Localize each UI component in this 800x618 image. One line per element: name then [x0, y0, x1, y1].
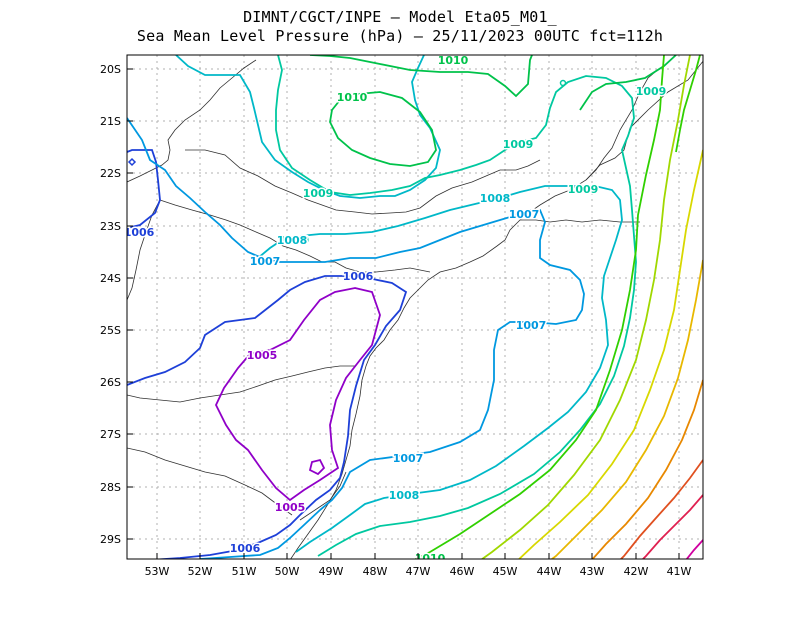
isobar-line	[127, 275, 408, 559]
axis-labels: 20S 21S 22S 23S 24S 25S 26S 27S 28S 29S 53W 52W 51W 5…	[100, 63, 692, 578]
lon-tick-label: 49W	[319, 565, 344, 578]
lon-tick-label: 46W	[450, 565, 475, 578]
lat-tick-label: 28S	[100, 481, 121, 494]
isobar-label: 1005	[247, 349, 278, 362]
lat-tick-label: 29S	[100, 533, 121, 546]
isobar-label: 1009	[568, 183, 599, 196]
isobar-line	[309, 55, 533, 98]
map-title-line-2: Sea Mean Level Pressure (hPa) – 25/11/20…	[136, 27, 664, 45]
lon-tick-label: 48W	[363, 565, 388, 578]
isobar-label: 1006	[230, 542, 261, 555]
lon-tick-label: 41W	[667, 565, 692, 578]
isobar-line	[480, 55, 691, 559]
border-ms-pr	[127, 59, 257, 183]
isobar-label: 1010	[337, 91, 368, 104]
isobar-label: 1010	[438, 54, 469, 67]
isobar-line	[675, 55, 701, 153]
lon-tick-label: 51W	[232, 565, 257, 578]
isobar-line	[619, 459, 703, 559]
lat-tick-label: 22S	[100, 167, 121, 180]
isobar-label: 1007	[250, 255, 281, 268]
isobar-line	[308, 458, 326, 476]
isobar-line	[329, 91, 437, 167]
isobar-label: 1008	[277, 234, 308, 247]
isobar-label: 1006	[343, 270, 374, 283]
isobar-line	[591, 379, 703, 559]
map-title-line-1: DIMNT/CGCT/INPE – Model Eta05_M01_	[243, 8, 557, 26]
lon-tick-label: 50W	[275, 565, 300, 578]
lon-tick-label: 53W	[145, 565, 170, 578]
isobar-label: 1007	[516, 319, 547, 332]
coastline-and-borders	[127, 59, 703, 559]
isobar-line	[685, 539, 703, 559]
isobar-line	[413, 55, 665, 559]
state-border-sp-mg	[185, 149, 541, 215]
graticule	[127, 55, 703, 559]
lon-tick-label: 52W	[188, 565, 213, 578]
lon-tick-label: 43W	[580, 565, 605, 578]
state-border-pr-sc	[127, 365, 355, 403]
lat-tick-label: 25S	[100, 324, 121, 337]
lat-tick-label: 27S	[100, 428, 121, 441]
isobar-line	[275, 55, 637, 557]
lat-tick-label: 23S	[100, 220, 121, 233]
isobar-label: 1007	[393, 452, 424, 465]
isobar-label: 1005	[275, 501, 306, 514]
isobar-closed-small	[127, 157, 137, 167]
isobar-line	[641, 494, 703, 559]
isobars	[127, 55, 703, 559]
map-frame	[126, 54, 704, 560]
lon-tick-label: 47W	[406, 565, 431, 578]
lat-tick-label: 21S	[100, 115, 121, 128]
coastline	[290, 60, 703, 559]
lon-tick-label: 45W	[493, 565, 518, 578]
isobar-line	[257, 185, 623, 553]
isobar-line	[127, 117, 585, 559]
isobar-line	[175, 55, 441, 199]
isobar-label: 1008	[389, 489, 420, 502]
lat-tick-label: 20S	[100, 63, 121, 76]
isobar-line	[550, 259, 703, 559]
isobar-label: 1006	[124, 226, 155, 239]
state-border-sc-rs	[127, 447, 293, 516]
lon-tick-label: 42W	[624, 565, 649, 578]
isobar-label: 1009	[303, 187, 334, 200]
isobar-label: 1010	[415, 552, 446, 565]
state-border-mg-rj	[520, 219, 640, 223]
state-border-mg-es	[585, 67, 661, 181]
lat-tick-label: 26S	[100, 376, 121, 389]
isobar-closed-small	[559, 79, 567, 87]
lat-tick-label: 24S	[100, 272, 121, 285]
lagoon-rs	[299, 471, 347, 521]
isobar-label: 1007	[509, 208, 540, 221]
isobar-line	[127, 149, 161, 229]
isobar-line	[214, 287, 381, 502]
state-border-pr-sp	[159, 199, 431, 273]
river-parana	[127, 199, 161, 301]
isobar-label: 1008	[480, 192, 511, 205]
isobar-line	[517, 149, 703, 559]
isobar-label: 1009	[279, 234, 310, 247]
lon-tick-label: 44W	[537, 565, 562, 578]
isobar-label: 1009	[636, 85, 667, 98]
isobar-label: 1009	[503, 138, 534, 151]
